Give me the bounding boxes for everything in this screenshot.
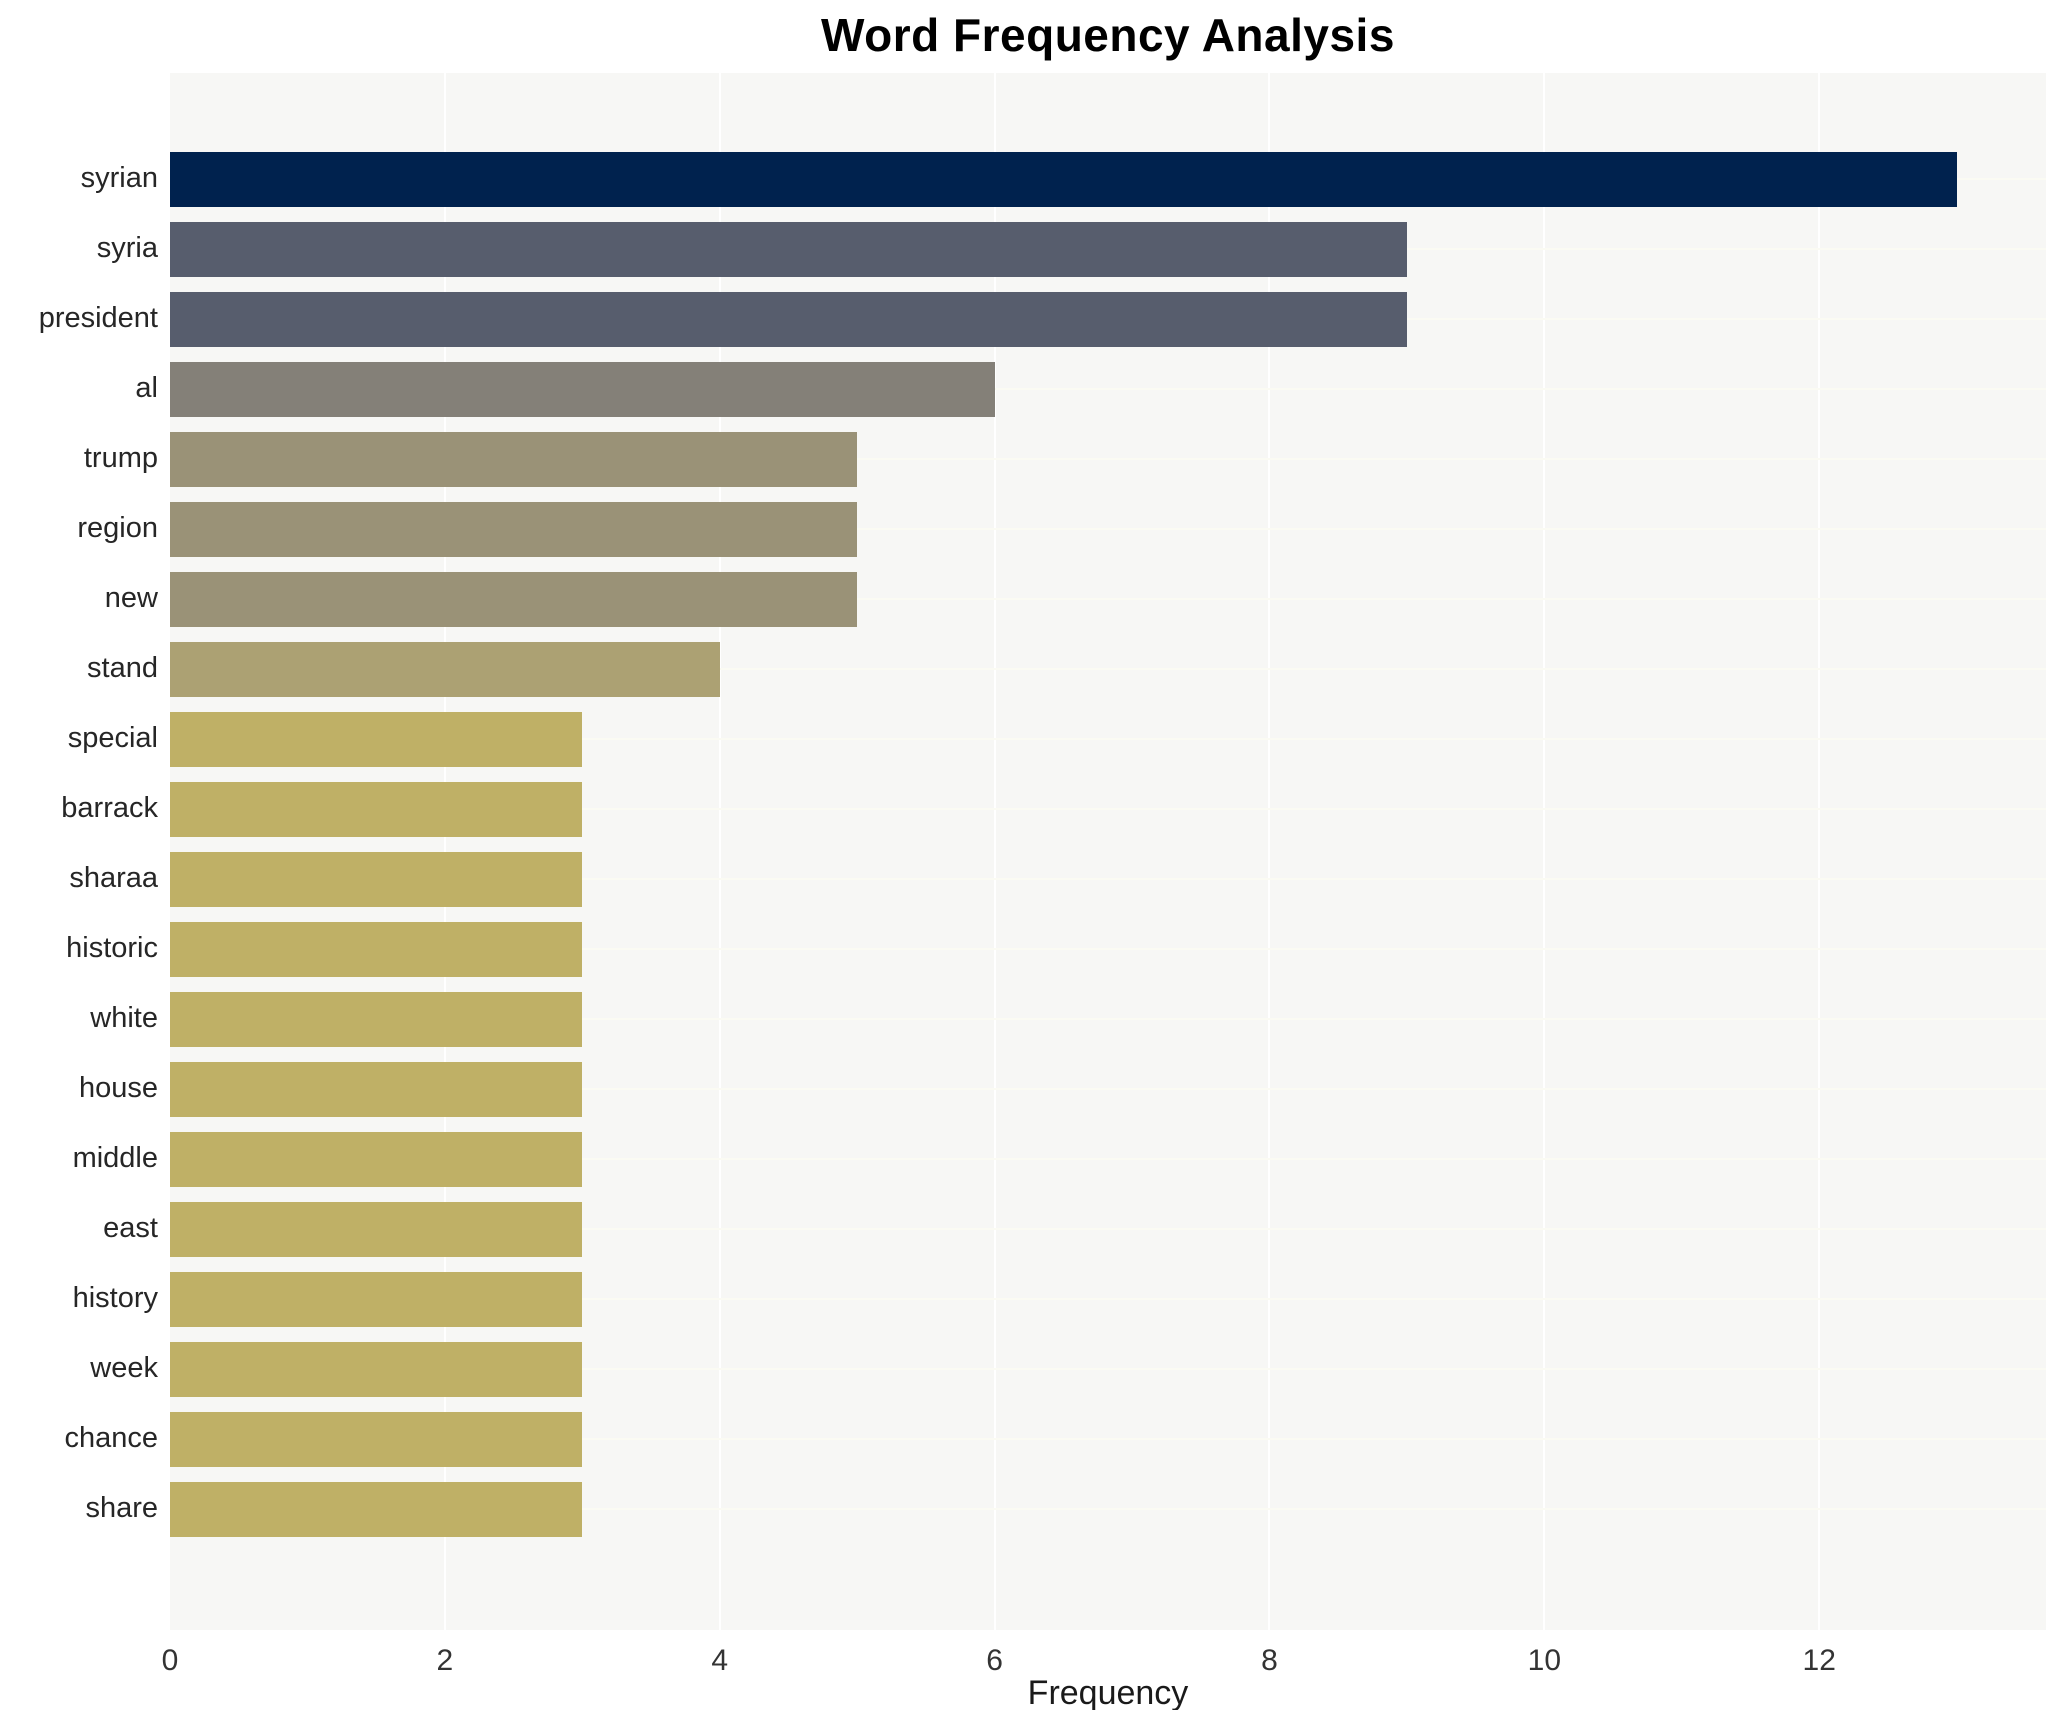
y-tick-label-syria: syria (96, 232, 158, 264)
bar-al (170, 361, 995, 417)
y-tick-label-middle: middle (72, 1142, 158, 1174)
bar-syria (170, 221, 1407, 277)
plot-area (170, 73, 2046, 1630)
gridline-vertical (718, 73, 721, 1630)
gridline-horizontal (170, 668, 2046, 670)
bar-trump (170, 431, 858, 487)
gridline-vertical (1268, 73, 1271, 1630)
y-tick-label-house: house (78, 1072, 158, 1104)
y-tick-label-history: history (72, 1282, 158, 1314)
bar-president (170, 291, 1407, 347)
bar-region (170, 501, 858, 557)
y-tick-label-white: white (90, 1002, 158, 1034)
gridline-horizontal (170, 1508, 2046, 1510)
gridline-horizontal (170, 878, 2046, 880)
bar-white (170, 991, 583, 1047)
gridline-horizontal (170, 598, 2046, 600)
y-tick-label-barrack: barrack (61, 792, 158, 824)
gridline-horizontal (170, 528, 2046, 530)
gridline-horizontal (170, 1088, 2046, 1090)
bar-chance (170, 1411, 583, 1467)
bar-week (170, 1341, 583, 1397)
bar-syrian (170, 151, 1957, 207)
bar-special (170, 711, 583, 767)
bar-stand (170, 641, 720, 697)
bar-barrack (170, 781, 583, 837)
x-tick-label-12: 12 (1802, 1644, 1836, 1677)
y-tick-label-president: president (38, 302, 158, 334)
gridline-horizontal (170, 1368, 2046, 1370)
bar-share (170, 1481, 583, 1537)
bar-historic (170, 921, 583, 977)
x-tick-label-4: 4 (711, 1644, 729, 1677)
gridline-vertical (1818, 73, 1821, 1630)
gridline-horizontal (170, 388, 2046, 390)
x-tick-label-0: 0 (161, 1644, 179, 1677)
bar-new (170, 571, 858, 627)
bar-history (170, 1271, 583, 1327)
y-tick-label-historic: historic (66, 932, 158, 964)
gridline-horizontal (170, 948, 2046, 950)
y-tick-label-special: special (67, 722, 158, 754)
bar-middle (170, 1131, 583, 1187)
y-tick-label-trump: trump (83, 442, 158, 474)
gridline-horizontal (170, 1438, 2046, 1440)
gridline-vertical (1543, 73, 1546, 1630)
bar-house (170, 1061, 583, 1117)
y-tick-label-east: east (103, 1212, 158, 1244)
x-tick-label-10: 10 (1527, 1644, 1562, 1677)
y-tick-label-week: week (90, 1352, 158, 1384)
y-tick-label-region: region (77, 512, 158, 544)
x-axis-title: Frequency (1027, 1674, 1189, 1710)
gridline-vertical (993, 73, 996, 1630)
bar-sharaa (170, 851, 583, 907)
y-tick-label-syrian: syrian (80, 162, 158, 194)
gridline-horizontal (170, 1158, 2046, 1160)
chart-title: Word Frequency Analysis (821, 9, 1395, 61)
gridline-horizontal (170, 458, 2046, 460)
gridline-horizontal (170, 1018, 2046, 1020)
gridline-horizontal (170, 1228, 2046, 1230)
x-tick-label-8: 8 (1261, 1644, 1278, 1677)
gridline-horizontal (170, 738, 2046, 740)
y-tick-label-share: share (85, 1492, 158, 1524)
y-tick-label-sharaa: sharaa (69, 862, 158, 894)
gridline-horizontal (170, 808, 2046, 810)
x-tick-label-2: 2 (436, 1644, 454, 1677)
bar-east (170, 1201, 583, 1257)
y-tick-label-chance: chance (64, 1422, 158, 1454)
gridline-horizontal (170, 1298, 2046, 1300)
y-tick-label-al: al (135, 372, 158, 404)
y-tick-label-new: new (104, 582, 158, 614)
y-tick-label-stand: stand (87, 652, 158, 684)
x-tick-label-6: 6 (986, 1644, 1003, 1677)
